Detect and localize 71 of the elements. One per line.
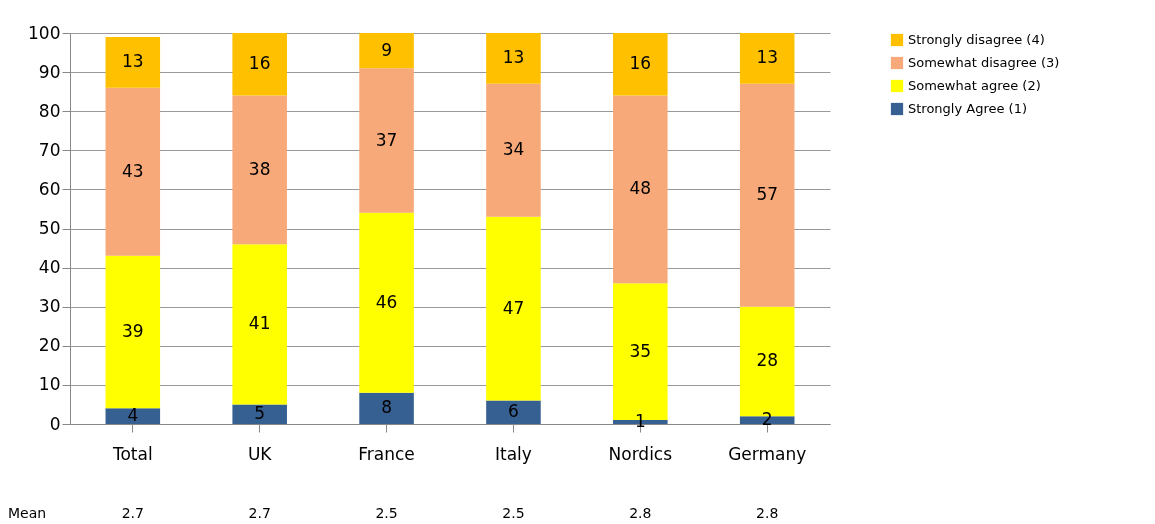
data-label: 37 xyxy=(375,129,398,150)
bar xyxy=(105,408,161,424)
y-tick-label: 100 xyxy=(28,22,61,43)
data-label: 57 xyxy=(756,184,779,205)
text: 2.5 xyxy=(375,505,398,521)
data-label: 13 xyxy=(756,47,779,68)
data-label: 48 xyxy=(629,178,652,199)
data-label: 8 xyxy=(381,397,392,418)
bar xyxy=(486,216,541,401)
bar xyxy=(232,404,287,424)
bar xyxy=(232,33,287,96)
y-tick-label: 60 xyxy=(38,178,61,199)
text: 2.8 xyxy=(629,505,652,521)
data-label: 16 xyxy=(248,53,271,74)
bar xyxy=(739,33,795,84)
data-label: 1 xyxy=(634,411,646,432)
text: 2.5 xyxy=(502,505,525,521)
bar xyxy=(613,33,668,96)
bar xyxy=(105,87,161,256)
data-label: 13 xyxy=(502,47,525,68)
bar xyxy=(359,33,414,69)
data-label: 46 xyxy=(375,291,398,312)
text: 2.7 xyxy=(248,505,271,521)
bar xyxy=(105,255,161,409)
legend-label: Somewhat agree (2) xyxy=(908,78,1041,93)
x-tick-label: Nordics xyxy=(608,443,673,464)
bar xyxy=(359,212,414,393)
bar xyxy=(232,244,287,405)
text: Mean xyxy=(8,505,47,521)
y-tick-label: 80 xyxy=(38,100,61,121)
data-label: 41 xyxy=(248,313,271,334)
data-label: 28 xyxy=(756,350,779,371)
x-tick-label: Total xyxy=(111,443,153,464)
bar xyxy=(486,400,541,424)
bar xyxy=(105,36,161,88)
y-tick-label: 0 xyxy=(49,413,61,434)
y-tick-label: 20 xyxy=(38,335,61,356)
data-label: 5 xyxy=(254,403,266,424)
data-label: 38 xyxy=(248,158,271,179)
y-tick-label: 90 xyxy=(38,61,61,82)
y-tick-label: 50 xyxy=(38,218,61,238)
data-label: 4 xyxy=(127,405,139,426)
data-label: 34 xyxy=(502,139,525,160)
x-tick-label: Germany xyxy=(728,443,807,464)
x-tick-label: UK xyxy=(247,443,273,464)
bar xyxy=(359,392,414,424)
bar xyxy=(486,83,541,217)
y-tick-label: 10 xyxy=(38,374,61,395)
data-label: 16 xyxy=(629,53,652,74)
legend-label: Strongly disagree (4) xyxy=(908,32,1045,47)
legend-label: Strongly Agree (1) xyxy=(908,101,1028,116)
x-tick-label: Italy xyxy=(494,443,532,464)
bar xyxy=(486,33,541,84)
data-label: 39 xyxy=(121,321,144,342)
bar xyxy=(613,95,668,284)
y-tick-label: 40 xyxy=(38,257,61,278)
bar xyxy=(232,95,287,245)
y-tick-label: 30 xyxy=(38,296,61,317)
text: 2.8 xyxy=(756,505,779,521)
y-tick-label: 70 xyxy=(38,139,61,160)
data-label: 47 xyxy=(502,297,525,318)
data-label: 9 xyxy=(381,39,392,60)
data-label: 43 xyxy=(121,160,144,181)
bar xyxy=(359,68,414,213)
legend-label: Somewhat disagree (3) xyxy=(908,55,1060,70)
x-tick-label: France xyxy=(358,443,415,464)
bar xyxy=(739,83,795,307)
data-label: 13 xyxy=(121,51,144,72)
data-label: 6 xyxy=(508,401,519,422)
data-label: 35 xyxy=(629,340,652,361)
text: 2.7 xyxy=(121,505,144,521)
